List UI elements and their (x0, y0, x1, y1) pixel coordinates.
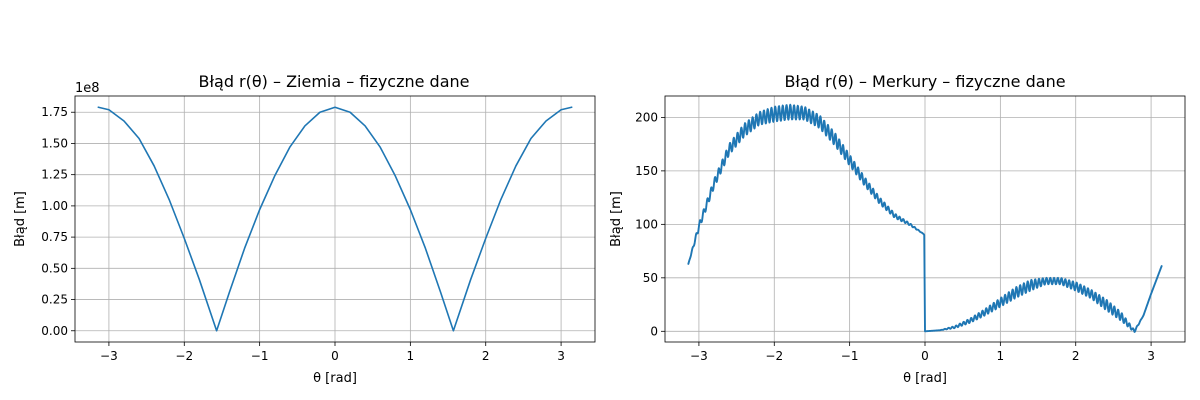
x-tick-label: −2 (765, 349, 783, 363)
x-tick-label: −1 (841, 349, 859, 363)
grid-lines (75, 96, 595, 342)
chart-earth-error: Błąd r(θ) – Ziemia – fizyczne dane 1e8 −… (13, 72, 596, 386)
x-tick-label: 0 (921, 349, 929, 363)
y-offset-label: 1e8 (75, 81, 100, 96)
series-layer (687, 103, 1163, 333)
y-tick-label: 50 (643, 271, 658, 285)
y-tick-label: 1.50 (41, 136, 68, 150)
series-line (687, 103, 1163, 333)
tick-layer: −3 −2 −1 0 1 2 3 0.00 0.25 0.50 0.75 1.00 1.25 1.50 1.… (41, 105, 565, 363)
x-tick-label: −1 (251, 349, 269, 363)
series-layer (97, 106, 573, 332)
y-tick-label: 1.75 (41, 105, 68, 119)
x-tick-label: 2 (482, 349, 490, 363)
x-tick-label: 1 (407, 349, 415, 363)
x-tick-label: −2 (175, 349, 193, 363)
x-axis-label: θ [rad] (903, 371, 947, 386)
tick-layer: −3 −2 −1 0 1 2 3 0 50 100 150 200 (635, 110, 1155, 363)
y-tick-label: 1.25 (41, 168, 68, 182)
y-axis-label: Błąd [m] (13, 191, 28, 247)
x-tick-label: −3 (690, 349, 708, 363)
y-tick-label: 200 (635, 110, 658, 124)
chart-title: Błąd r(θ) – Ziemia – fizyczne dane (198, 72, 469, 91)
y-tick-label: 0 (650, 324, 658, 338)
x-tick-label: 3 (1147, 349, 1155, 363)
y-tick-label: 0.00 (41, 324, 68, 338)
series-line (97, 106, 573, 332)
x-tick-label: 1 (997, 349, 1005, 363)
chart-title: Błąd r(θ) – Merkury – fizyczne dane (784, 72, 1065, 91)
x-axis-label: θ [rad] (313, 371, 357, 386)
x-tick-label: 0 (331, 349, 339, 363)
y-tick-label: 100 (635, 217, 658, 231)
chart-mercury-error: Błąd r(θ) – Merkury – fizyczne dane −3 −2… (609, 72, 1186, 386)
y-tick-label: 1.00 (41, 199, 68, 213)
x-tick-label: 2 (1072, 349, 1080, 363)
x-tick-label: 3 (557, 349, 565, 363)
y-tick-label: 150 (635, 164, 658, 178)
y-axis-label: Błąd [m] (609, 191, 624, 247)
y-tick-label: 0.25 (41, 293, 68, 307)
y-tick-label: 0.75 (41, 230, 68, 244)
x-tick-label: −3 (100, 349, 118, 363)
y-tick-label: 0.50 (41, 261, 68, 275)
